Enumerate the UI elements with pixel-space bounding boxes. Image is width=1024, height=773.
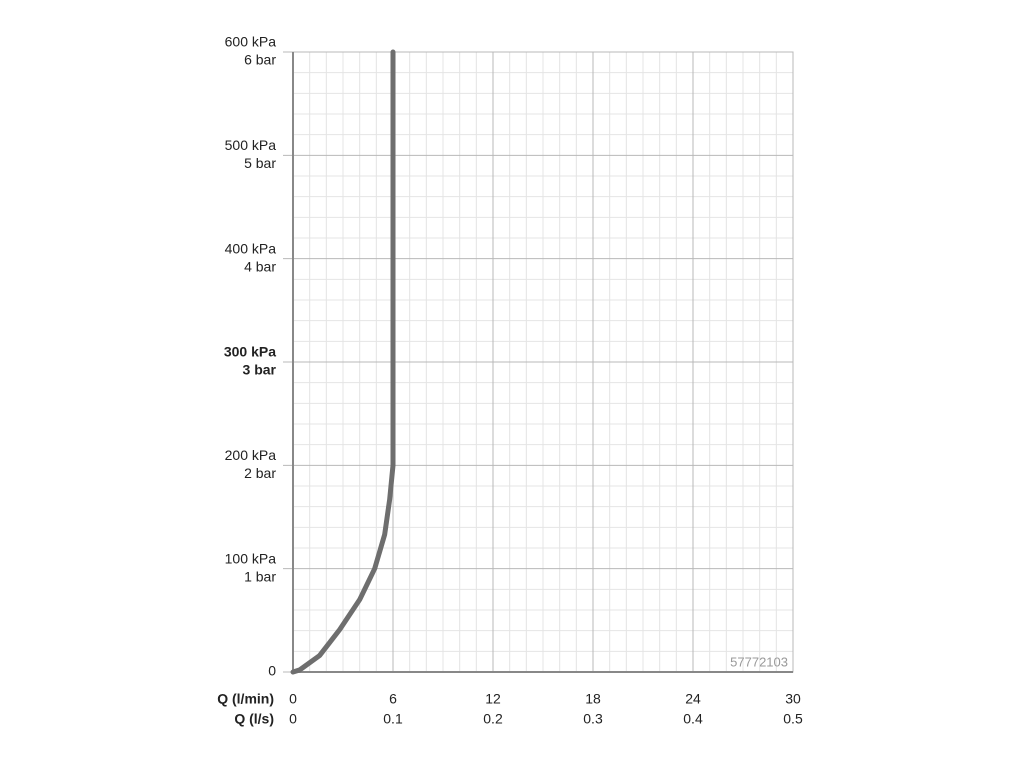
watermark: 57772103 <box>730 654 788 669</box>
y-tick-label: 400 kPa <box>225 240 277 256</box>
x-tick-label: 0 <box>289 691 297 707</box>
x2-tick-label: 0.4 <box>683 711 703 727</box>
x-tick-label: 18 <box>585 691 601 707</box>
y2-tick-label: 4 bar <box>244 258 276 274</box>
y-tick-label: 500 kPa <box>225 137 277 153</box>
x-tick-label: 12 <box>485 691 501 707</box>
data-line <box>290 49 396 675</box>
y2-tick-label: 6 bar <box>244 52 276 68</box>
y-tick-label: 200 kPa <box>225 447 277 463</box>
y2-tick-label: 2 bar <box>244 465 276 481</box>
y-tick-label: 0 <box>268 663 276 679</box>
x2-tick-label: 0.2 <box>483 711 503 727</box>
x2-tick-label: 0.5 <box>783 711 803 727</box>
y-tick-label: 600 kPa <box>225 34 277 50</box>
x-axis-label: Q (l/min) <box>217 691 274 707</box>
x-tick-label: 30 <box>785 691 801 707</box>
y2-tick-label: 5 bar <box>244 155 276 171</box>
x2-tick-label: 0.1 <box>383 711 403 727</box>
x-tick-label: 6 <box>389 691 397 707</box>
x2-tick-label: 0 <box>289 711 297 727</box>
y-tick-label: 300 kPa <box>224 344 276 360</box>
y2-tick-label: 1 bar <box>244 568 276 584</box>
x2-tick-label: 0.3 <box>583 711 603 727</box>
x2-axis-label: Q (l/s) <box>234 711 274 727</box>
y2-tick-label: 3 bar <box>243 362 277 378</box>
x-tick-label: 24 <box>685 691 701 707</box>
y-tick-label: 100 kPa <box>225 550 277 566</box>
